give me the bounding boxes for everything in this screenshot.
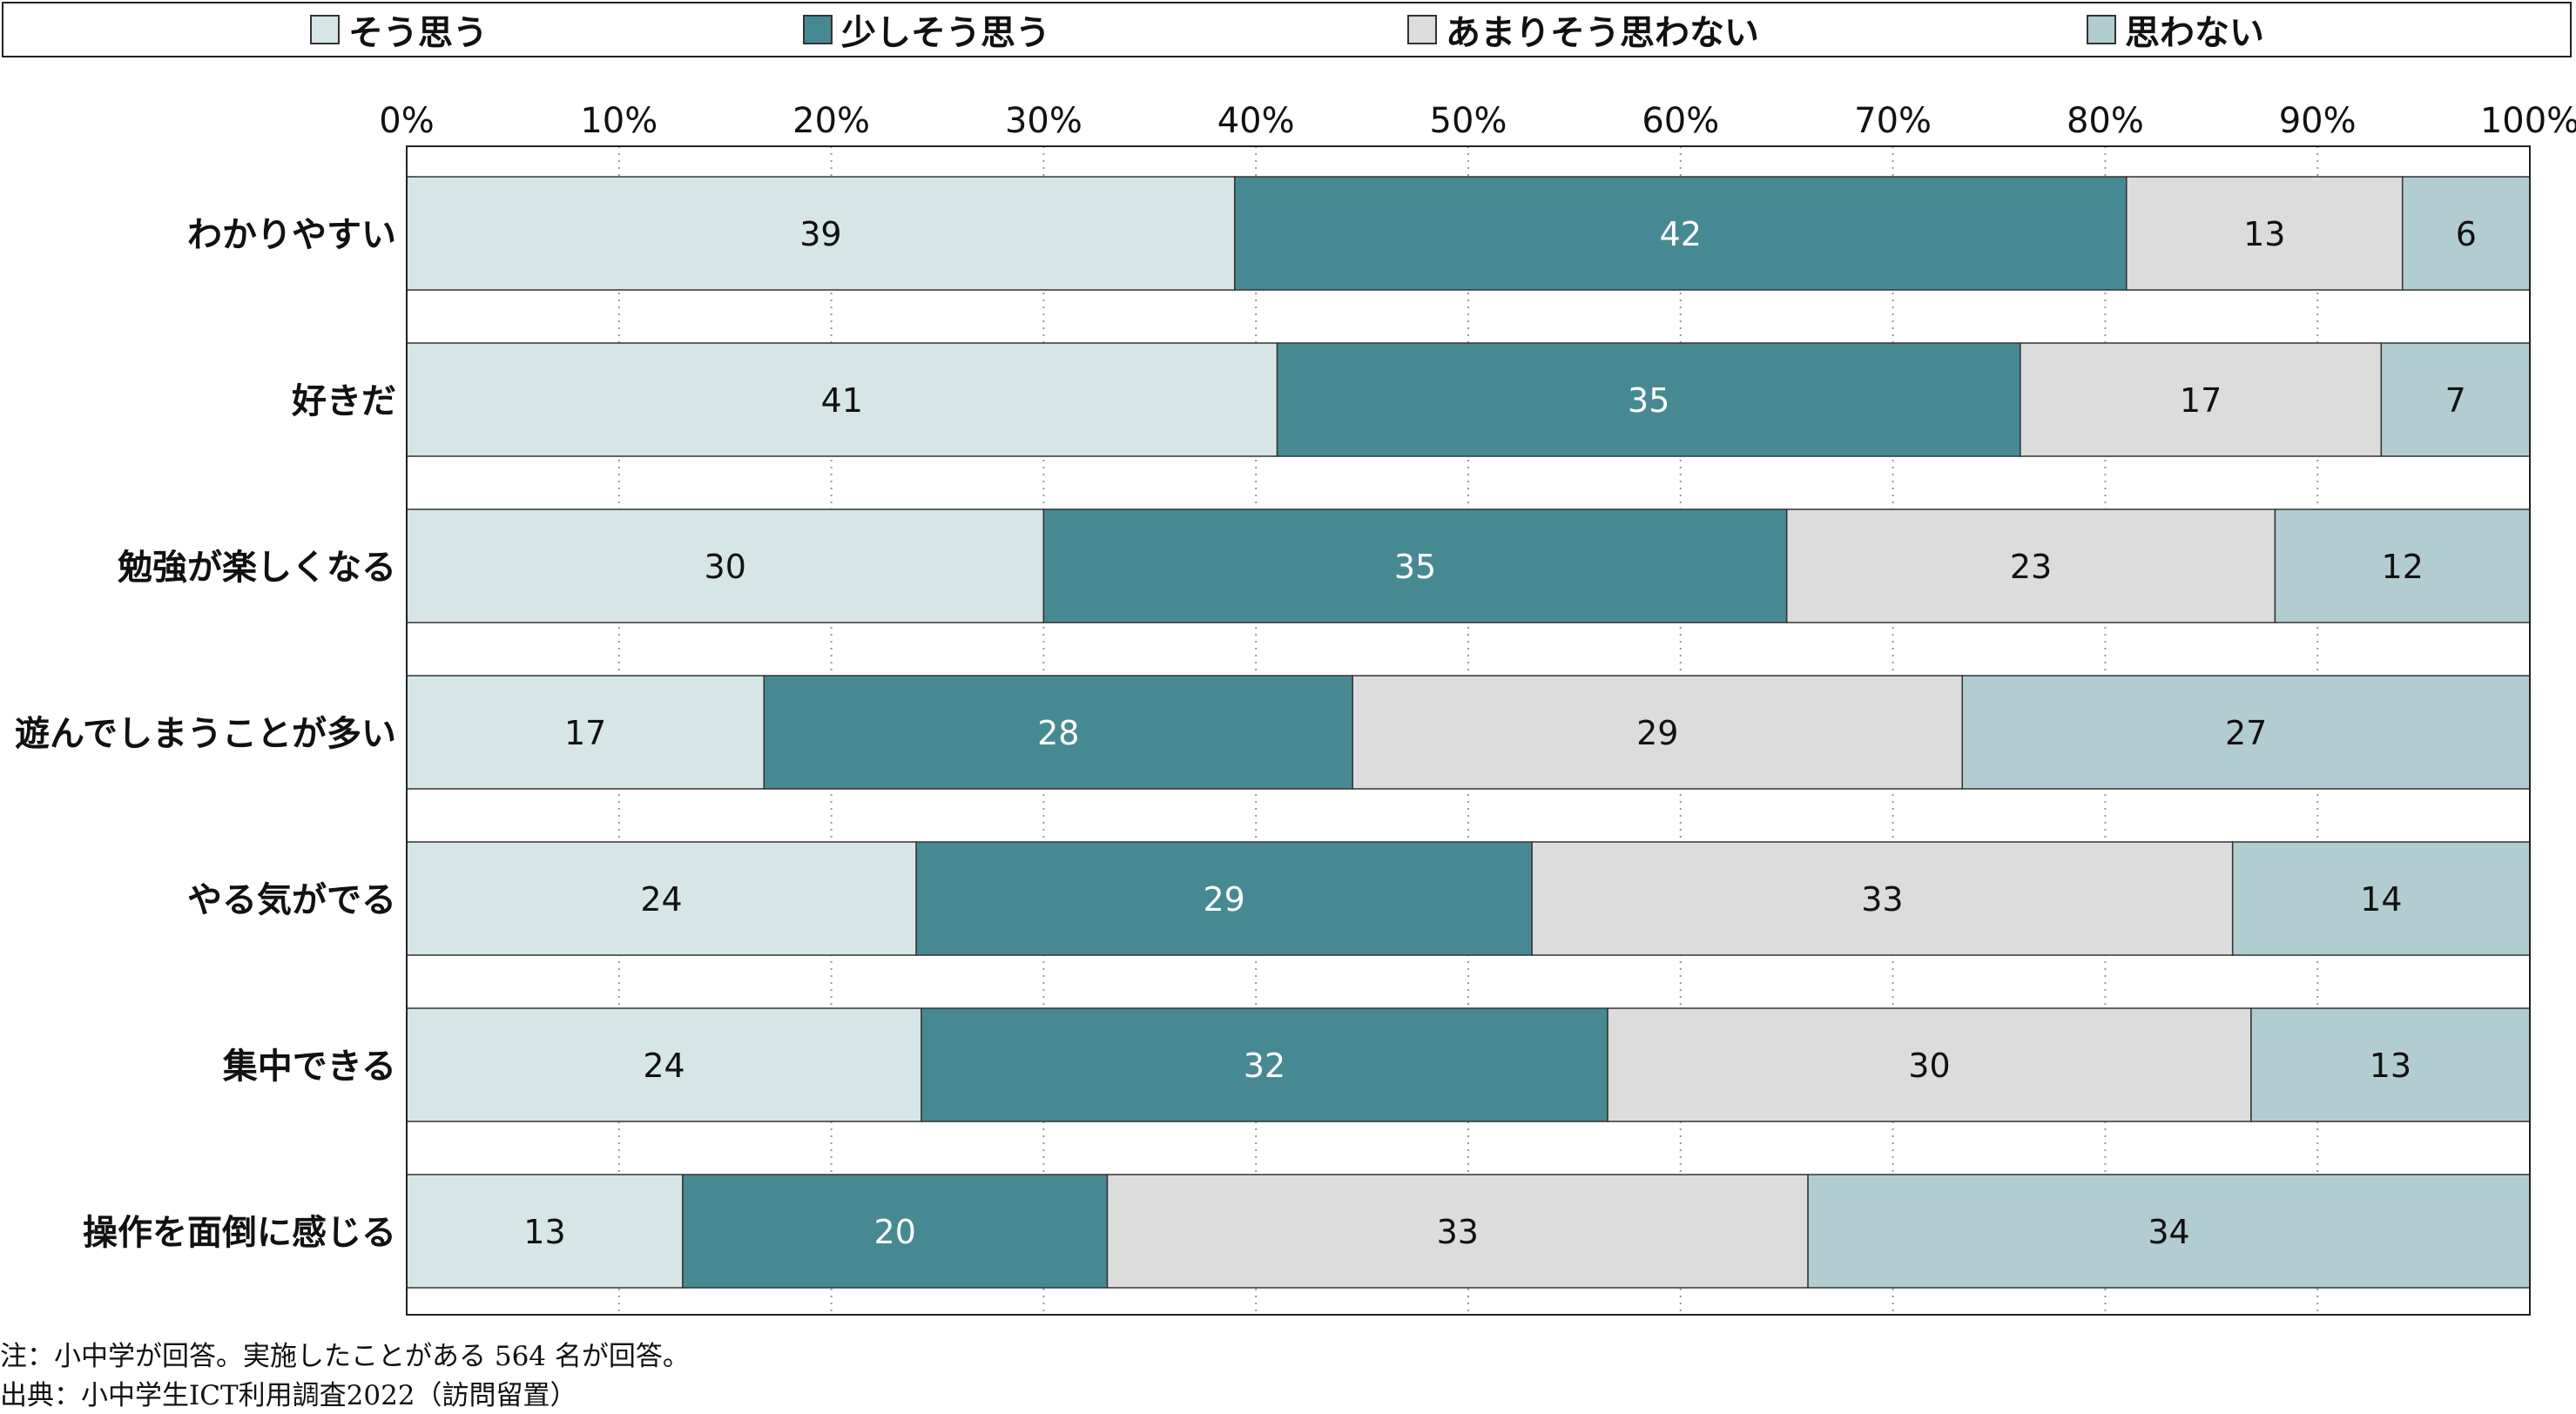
- bar-segment: [2274, 508, 2531, 623]
- bar-segment: [2380, 342, 2531, 457]
- bar-segment: [2126, 176, 2404, 291]
- chart-legend: そう思う 少しそう思う あまりそう思わない 思わない: [2, 2, 2572, 57]
- data-label: 29: [1203, 880, 1244, 919]
- x-tick-label: 80%: [2067, 101, 2144, 141]
- bar-segment: [1234, 176, 2128, 291]
- bar-segment: [763, 675, 1353, 790]
- bar-segment: [920, 1007, 1608, 1122]
- data-label: 41: [821, 381, 863, 420]
- legend-label: 思わない: [2125, 13, 2264, 53]
- data-label: 27: [2225, 714, 2267, 752]
- category-label: やる気がでる: [187, 880, 396, 920]
- data-label: 42: [1660, 215, 1702, 253]
- data-label: 35: [1394, 548, 1436, 586]
- data-label: 24: [640, 880, 682, 919]
- data-label: 33: [1437, 1213, 1479, 1251]
- legend-item-1: そう思う: [310, 3, 488, 56]
- legend-item-3: あまりそう思わない: [1407, 3, 1759, 56]
- category-label: 遊んでしまうことが多い: [15, 714, 396, 754]
- data-label: 23: [2010, 548, 2052, 586]
- legend-label: そう思う: [348, 13, 488, 53]
- data-label: 12: [2382, 548, 2424, 586]
- chart-source: 出典：小中学生ICT利用調査2022（訪問留置）: [0, 1380, 577, 1411]
- category-label: わかりやすい: [187, 215, 396, 255]
- x-tick-label: 50%: [1430, 101, 1507, 141]
- data-label: 24: [643, 1047, 684, 1085]
- category-label: 勉強が楽しくなる: [118, 548, 396, 588]
- x-tick-label: 40%: [1217, 101, 1295, 141]
- legend-swatch: [310, 15, 340, 44]
- bar-segment: [682, 1174, 1109, 1289]
- x-tick-label: 100%: [2480, 101, 2576, 141]
- bar-segment: [406, 841, 917, 956]
- data-label: 39: [799, 215, 841, 253]
- data-label: 29: [1636, 714, 1678, 752]
- bar-segment: [1961, 675, 2531, 790]
- x-tick-label: 90%: [2279, 101, 2357, 141]
- x-tick-label: 10%: [580, 101, 657, 141]
- legend-swatch: [2087, 15, 2116, 44]
- data-label: 34: [2148, 1213, 2189, 1251]
- chart-note: 注：小中学が回答。実施したことがある 564 名が回答。: [0, 1341, 690, 1372]
- bar-segment: [1807, 1174, 2531, 1289]
- legend-swatch: [1407, 15, 1437, 44]
- bar-segment: [1042, 508, 1788, 623]
- x-tick-label: 30%: [1005, 101, 1082, 141]
- bar-segment: [406, 508, 1045, 623]
- data-label: 17: [564, 714, 606, 752]
- stacked-bar-chart: わかりやすい 39 42 13 6 好きだ 41 35 17 7 勉強が楽しくなる 30 35 23 12 遊…: [15, 101, 2576, 1316]
- legend-item-4: 思わない: [2087, 3, 2264, 56]
- bar-segment: [2020, 342, 2383, 457]
- data-label: 17: [2180, 381, 2222, 420]
- bar-segment: [406, 675, 765, 790]
- bar-segment: [406, 342, 1278, 457]
- data-label: 30: [705, 548, 746, 586]
- data-label: 20: [874, 1213, 916, 1251]
- x-tick-label: 70%: [1854, 101, 1932, 141]
- data-label: 32: [1244, 1047, 1285, 1085]
- legend-label: 少しそう思う: [841, 13, 1050, 53]
- data-label: 13: [2370, 1047, 2411, 1085]
- data-label: 14: [2360, 880, 2402, 919]
- data-label: 7: [2445, 381, 2466, 420]
- bar-segment: [1785, 508, 2276, 623]
- data-label: 13: [2243, 215, 2285, 253]
- data-label: 13: [523, 1213, 565, 1251]
- legend-item-2: 少しそう思う: [803, 3, 1050, 56]
- data-label: 28: [1037, 714, 1079, 752]
- legend-swatch: [803, 15, 833, 44]
- bar-segment: [1531, 841, 2234, 956]
- data-label: 6: [2456, 215, 2477, 253]
- bar-segment: [2401, 176, 2531, 291]
- bar-segment: [1352, 675, 1964, 790]
- bar-segment: [2250, 1007, 2531, 1122]
- data-label: 33: [1861, 880, 1903, 919]
- category-label: 操作を面倒に感じる: [83, 1213, 396, 1253]
- bar-segment: [406, 176, 1236, 291]
- plot-frame: [406, 145, 2531, 1316]
- data-label: 35: [1628, 381, 1669, 420]
- x-tick-label: 0%: [379, 101, 434, 141]
- legend-label: あまりそう思わない: [1446, 13, 1759, 53]
- data-label: 30: [1908, 1047, 1950, 1085]
- x-tick-label: 60%: [1642, 101, 1719, 141]
- x-tick-label: 20%: [792, 101, 870, 141]
- bar-segment: [915, 841, 1533, 956]
- category-label: 好きだ: [291, 381, 396, 421]
- bar-segment: [1276, 342, 2021, 457]
- category-label: 集中できる: [222, 1047, 396, 1087]
- bar-segment: [1106, 1174, 1809, 1289]
